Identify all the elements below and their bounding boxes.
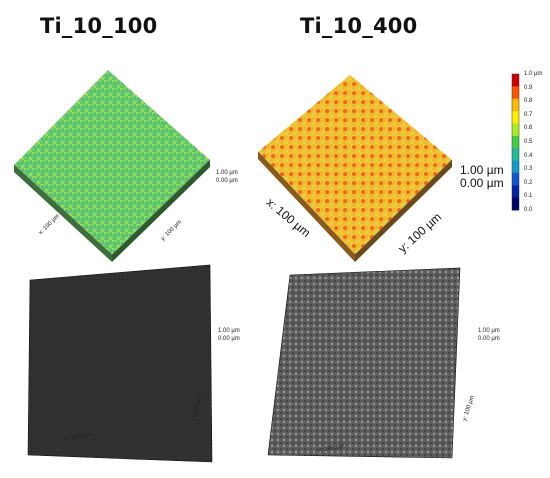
colorbar-segment	[512, 160, 519, 174]
colorbar-tick-label: 1.0 µm	[524, 71, 543, 77]
sample-title-right: Ti_10_400	[300, 14, 418, 38]
z-max-label-tl: 1.00 µm	[216, 170, 238, 176]
colorbar-segment	[512, 86, 519, 100]
colorbar-tick-label: 0.7	[524, 111, 533, 118]
z-min-label-tl: 0.00 µm	[216, 178, 238, 184]
colorbar-segment	[512, 111, 519, 124]
colorbar-tick-label: 0.8	[524, 98, 533, 105]
colorbar-tick-label: 0.1	[524, 193, 533, 200]
colorbar-segment	[512, 123, 519, 137]
colorbar-segment	[512, 197, 519, 211]
colorbar-segment	[512, 172, 519, 186]
colorbar-tick-label: 0.4	[524, 152, 533, 159]
colorbar	[511, 73, 520, 211]
sem-image-ti-10-100	[27, 264, 213, 463]
surface-ti-10-400	[257, 75, 453, 262]
colorbar-segment	[512, 98, 519, 112]
colorbar-tick-label: 0.0	[524, 207, 533, 213]
colorbar-tick-label: 0.9	[524, 84, 533, 91]
z-max-label-tr: 1.00 µm	[460, 163, 504, 177]
colorbar-segment	[512, 135, 519, 149]
sem-image-ti-10-400	[267, 267, 461, 459]
colorbar-tick-label: 0.6	[524, 125, 533, 132]
colorbar-border	[511, 73, 520, 211]
z-min-label-bl: 0.00 µm	[218, 336, 240, 342]
surface-ti-10-100	[13, 70, 211, 262]
z-max-label-bl: 1.00 µm	[218, 328, 240, 334]
colorbar-segment	[512, 148, 519, 162]
sample-title-left: Ti_10_100	[40, 14, 158, 38]
z-min-label-br: 0.00 µm	[478, 336, 500, 342]
colorbar-segment	[512, 74, 519, 87]
colorbar-tick-label: 0.2	[524, 179, 533, 186]
z-max-label-br: 1.00 µm	[478, 328, 500, 334]
colorbar-tick-label: 0.5	[524, 139, 533, 145]
colorbar-segment	[512, 185, 519, 199]
z-min-label-tr: 0.00 µm	[460, 176, 504, 190]
colorbar-tick-label: 0.3	[524, 166, 533, 173]
